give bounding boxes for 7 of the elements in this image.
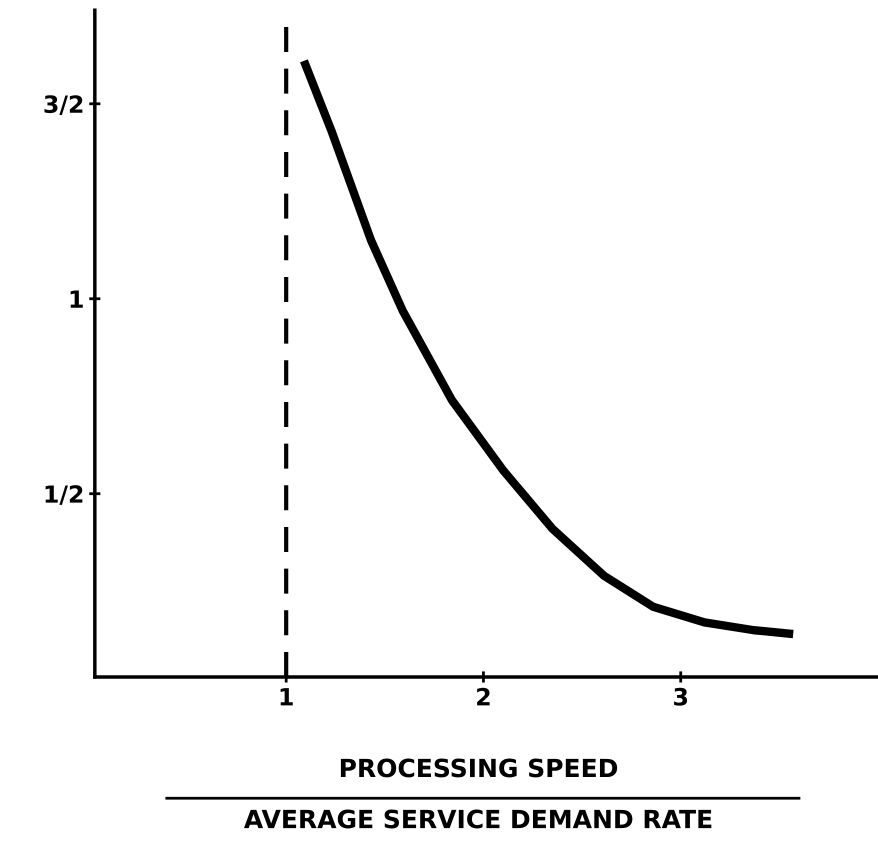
x-tick-label: 2 bbox=[477, 688, 490, 706]
text: PROCESSING SPEED AVERAGE SERVICE DEMAND RATE bbox=[244, 758, 712, 828]
y-tick-label: 1/2 bbox=[46, 485, 82, 505]
y-tick-label: 1 bbox=[70, 290, 83, 308]
y-tick-label: 3/2 bbox=[44, 95, 82, 115]
x-tick-label: 1 bbox=[280, 688, 293, 706]
x-tick-label: 3 bbox=[674, 688, 688, 706]
